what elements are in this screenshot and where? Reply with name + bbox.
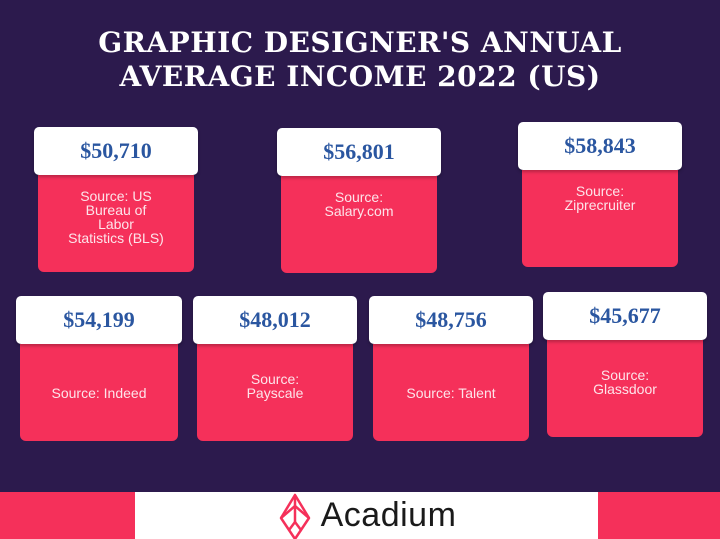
income-source: Source: Indeed [20,344,178,441]
income-card: $45,677 Source: Glassdoor [543,292,707,437]
income-card: $50,710 Source: US Bureau of Labor Stati… [34,127,198,272]
income-card: $48,756 Source: Talent [369,296,533,441]
income-card: $56,801 Source: Salary.com [277,128,441,273]
income-card: $58,843 Source: Ziprecruiter [518,122,682,267]
income-source: Source: Payscale [197,344,353,441]
income-card: $48,012 Source: Payscale [193,296,357,441]
acadium-logo-icon [279,493,310,539]
brand-name: Acadium [320,496,457,534]
income-source: Source: Ziprecruiter [522,170,678,267]
title-line-1: GRAPHIC DESIGNER'S ANNUAL [98,26,622,59]
footer: Acadium [0,492,720,539]
title-line-2: AVERAGE INCOME 2022 (US) [119,60,601,93]
brand-banner: Acadium [135,492,598,539]
income-source: Source: US Bureau of Labor Statistics (B… [38,175,194,272]
income-value: $45,677 [543,292,707,340]
income-value: $50,710 [34,127,198,175]
income-source: Source: Talent [373,344,529,441]
income-source: Source: Salary.com [281,176,437,273]
income-value: $54,199 [16,296,182,344]
income-source: Source: Glassdoor [547,340,703,437]
income-value: $56,801 [277,128,441,176]
income-card: $54,199 Source: Indeed [16,296,182,441]
income-value: $48,012 [193,296,357,344]
income-value: $58,843 [518,122,682,170]
income-value: $48,756 [369,296,533,344]
page-title: GRAPHIC DESIGNER'S ANNUAL AVERAGE INCOME… [0,26,720,94]
